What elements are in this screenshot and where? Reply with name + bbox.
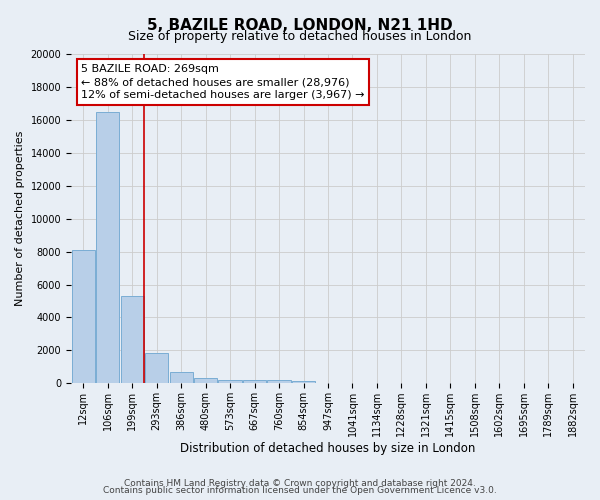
Y-axis label: Number of detached properties: Number of detached properties	[15, 131, 25, 306]
Text: Contains HM Land Registry data © Crown copyright and database right 2024.: Contains HM Land Registry data © Crown c…	[124, 478, 476, 488]
Bar	[194, 378, 217, 384]
Bar	[96, 112, 119, 384]
Bar	[170, 372, 193, 384]
Bar	[71, 250, 95, 384]
Text: Size of property relative to detached houses in London: Size of property relative to detached ho…	[128, 30, 472, 43]
Text: 5, BAZILE ROAD, LONDON, N21 1HD: 5, BAZILE ROAD, LONDON, N21 1HD	[147, 18, 453, 32]
Text: 5 BAZILE ROAD: 269sqm
← 88% of detached houses are smaller (28,976)
12% of semi-: 5 BAZILE ROAD: 269sqm ← 88% of detached …	[82, 64, 365, 100]
Bar	[243, 380, 266, 384]
Bar	[145, 353, 169, 384]
Bar	[292, 380, 315, 384]
Bar	[121, 296, 144, 384]
X-axis label: Distribution of detached houses by size in London: Distribution of detached houses by size …	[181, 442, 476, 455]
Bar	[218, 380, 242, 384]
Text: Contains public sector information licensed under the Open Government Licence v3: Contains public sector information licen…	[103, 486, 497, 495]
Bar	[268, 380, 290, 384]
